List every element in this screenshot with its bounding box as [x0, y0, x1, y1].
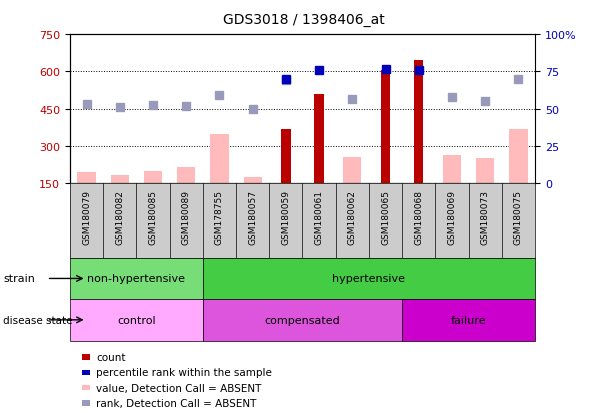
- Bar: [443, 155, 461, 184]
- Text: failure: failure: [451, 315, 486, 325]
- Text: GSM180059: GSM180059: [282, 190, 291, 244]
- Bar: [203, 299, 402, 341]
- Bar: [210, 134, 229, 184]
- Bar: [343, 158, 361, 184]
- Text: GSM180065: GSM180065: [381, 190, 390, 244]
- Text: non-hypertensive: non-hypertensive: [88, 274, 185, 284]
- Text: disease state: disease state: [3, 315, 72, 325]
- Bar: [203, 258, 535, 299]
- Text: value, Detection Call = ABSENT: value, Detection Call = ABSENT: [96, 383, 261, 393]
- Text: GSM180068: GSM180068: [414, 190, 423, 244]
- Text: compensated: compensated: [264, 315, 340, 325]
- Text: GSM180057: GSM180057: [248, 190, 257, 244]
- Bar: [244, 178, 262, 184]
- Bar: [510, 129, 528, 184]
- Bar: [70, 299, 203, 341]
- Text: GSM180061: GSM180061: [314, 190, 323, 244]
- Bar: [111, 175, 129, 184]
- Bar: [70, 258, 203, 299]
- Text: GSM180075: GSM180075: [514, 190, 523, 244]
- Bar: [381, 71, 390, 184]
- Text: percentile rank within the sample: percentile rank within the sample: [96, 368, 272, 377]
- Bar: [144, 171, 162, 184]
- Text: control: control: [117, 315, 156, 325]
- Text: GSM180073: GSM180073: [481, 190, 489, 244]
- Text: count: count: [96, 352, 126, 362]
- Text: GSM180085: GSM180085: [148, 190, 157, 244]
- Text: GDS3018 / 1398406_at: GDS3018 / 1398406_at: [223, 13, 385, 27]
- Text: GSM180079: GSM180079: [82, 190, 91, 244]
- Bar: [177, 168, 195, 184]
- Bar: [476, 159, 494, 184]
- Bar: [77, 173, 95, 184]
- Text: GSM180089: GSM180089: [182, 190, 191, 244]
- Text: GSM180082: GSM180082: [116, 190, 124, 244]
- Bar: [414, 61, 423, 184]
- Text: GSM178755: GSM178755: [215, 190, 224, 244]
- Bar: [402, 299, 535, 341]
- Text: hypertensive: hypertensive: [333, 274, 406, 284]
- Bar: [282, 129, 291, 184]
- Text: GSM180062: GSM180062: [348, 190, 357, 244]
- Text: strain: strain: [3, 274, 35, 284]
- Text: rank, Detection Call = ABSENT: rank, Detection Call = ABSENT: [96, 398, 257, 408]
- Text: GSM180069: GSM180069: [447, 190, 457, 244]
- Bar: [314, 95, 323, 184]
